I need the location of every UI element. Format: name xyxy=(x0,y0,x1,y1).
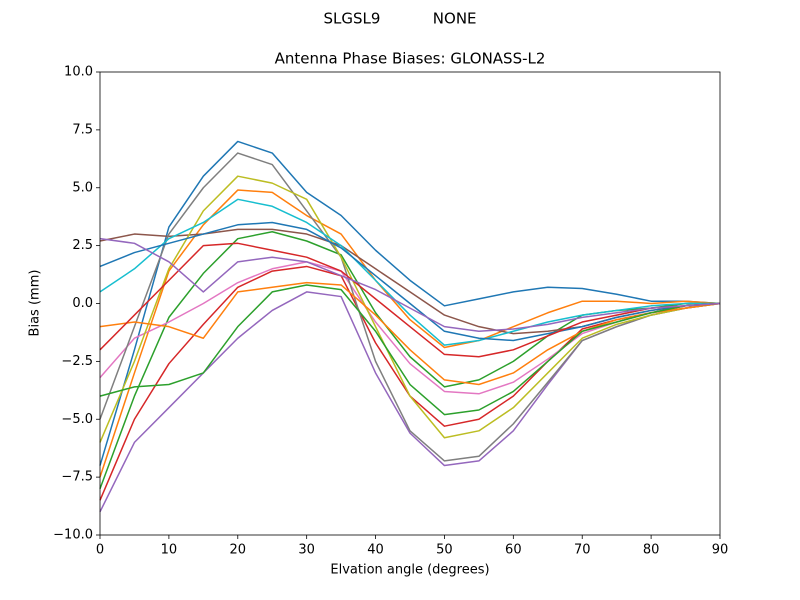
y-tick-label: −2.5 xyxy=(61,354,93,369)
data-line xyxy=(99,284,721,416)
x-tick-label: 90 xyxy=(712,543,729,558)
data-line xyxy=(99,237,721,333)
data-line xyxy=(99,175,721,443)
plot-area xyxy=(99,140,721,513)
y-tick-label: 5.0 xyxy=(72,180,93,195)
y-tick-label: −7.5 xyxy=(61,470,93,485)
data-line xyxy=(99,281,721,386)
data-line xyxy=(99,140,721,466)
x-tick-label: 10 xyxy=(161,543,178,558)
y-tick-label: 10.0 xyxy=(64,65,93,80)
y-tick-label: 0.0 xyxy=(72,296,93,311)
data-line xyxy=(99,198,720,346)
y-tick-label: −10.0 xyxy=(53,528,93,543)
chart-title: Antenna Phase Biases: GLONASS-L2 xyxy=(275,50,546,68)
x-tick-label: 0 xyxy=(96,543,104,558)
data-line xyxy=(99,242,721,358)
data-line xyxy=(99,221,721,342)
suptitle: SLGSL9 NONE xyxy=(323,10,476,28)
x-tick-label: 20 xyxy=(230,543,247,558)
x-tick-label: 40 xyxy=(367,543,384,558)
x-axis-label: Elvation angle (degrees) xyxy=(330,563,489,578)
x-tick-label: 70 xyxy=(574,543,591,558)
y-tick-label: 2.5 xyxy=(72,238,93,253)
x-tick-label: 60 xyxy=(505,543,522,558)
data-line xyxy=(99,152,721,462)
y-tick-label: −5.0 xyxy=(61,412,93,427)
y-axis-label: Bias (mm) xyxy=(28,270,43,337)
x-tick-label: 50 xyxy=(436,543,453,558)
data-line xyxy=(99,189,721,478)
y-tick-label: 7.5 xyxy=(72,122,93,137)
x-tick-label: 30 xyxy=(298,543,315,558)
x-tick-label: 80 xyxy=(643,543,660,558)
